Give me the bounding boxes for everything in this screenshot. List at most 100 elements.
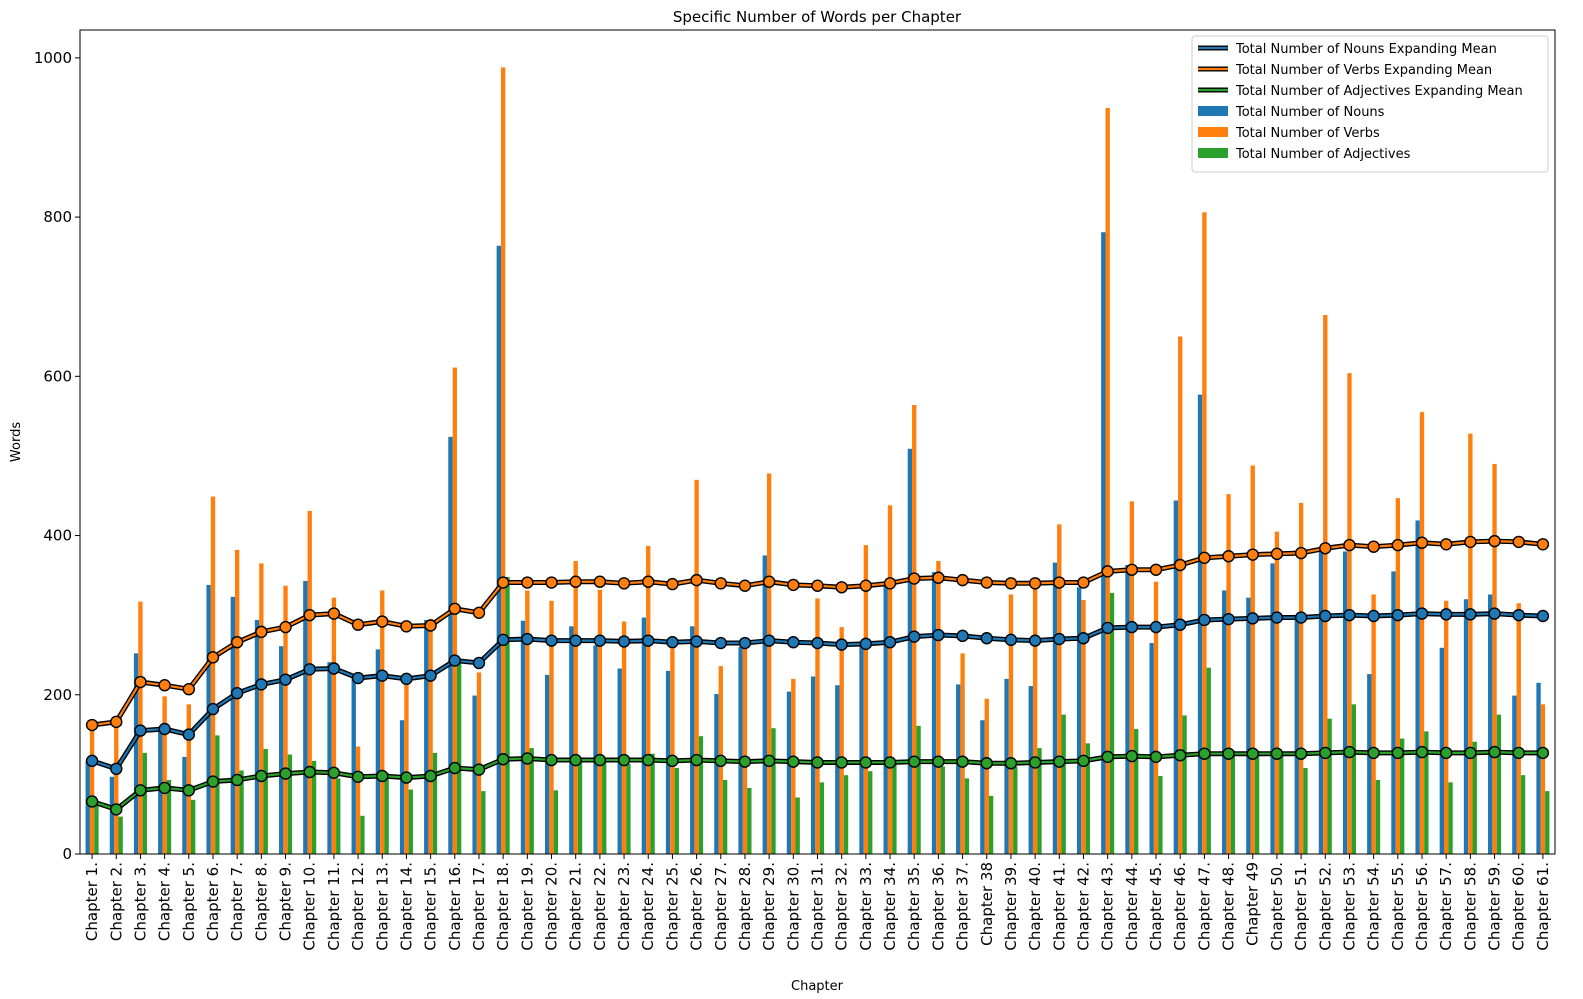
bar-1-13 [375,649,381,854]
mean-point-1-45 [1149,620,1163,634]
x-tick-label-20: Chapter 20. [543,862,561,951]
mean-point-3-52 [1319,746,1332,760]
bar-1-2 [109,776,115,854]
bar-2-4 [162,696,167,854]
bar-3-17 [481,791,486,854]
y-axis-title: Words [9,422,24,462]
bar-2-39 [1008,594,1014,854]
bar-1-37 [956,684,961,854]
mean-point-2-32 [835,581,848,594]
bar-3-5 [190,799,196,854]
mean-point-3-45 [1149,750,1163,764]
bar-1-60 [1512,695,1517,854]
bar-2-58 [1468,433,1473,854]
mean-point-2-60 [1512,535,1525,549]
bar-2-56 [1419,412,1425,854]
bar-2-57 [1444,600,1449,854]
bar-3-57 [1448,782,1453,854]
legend-label-3: Total Number of Adjectives Expanding Mea… [1235,84,1523,99]
mean-point-2-31 [811,579,824,592]
mean-point-3-23 [617,753,631,767]
bar-1-48 [1222,590,1227,854]
mean-point-2-58 [1464,535,1477,549]
mean-point-2-29 [762,575,776,588]
chart-title: Specific Number of Words per Chapter [673,8,962,26]
bar-2-19 [525,590,530,854]
bar-3-37 [964,778,970,854]
x-tick-label-30: Chapter 30. [784,862,802,951]
x-tick-label-25: Chapter 25. [663,862,681,951]
mean-point-1-24 [642,634,655,647]
x-tick-label-54: Chapter 54. [1365,862,1383,951]
bar-2-33 [863,545,869,854]
x-tick-label-5: Chapter 5. [180,862,198,941]
bar-3-54 [1375,779,1381,854]
y-tick-label-6: 1000 [34,49,72,67]
bar-3-43 [1109,592,1115,854]
bar-2-24 [646,545,651,854]
x-tick-label-16: Chapter 16. [446,862,464,951]
mean-point-3-34 [883,756,897,769]
mean-point-3-16 [448,761,461,775]
mean-point-2-51 [1294,546,1308,560]
legend-label-5: Total Number of Verbs [1235,126,1380,141]
bar-2-25 [670,648,675,854]
mean-point-1-40 [1028,634,1042,647]
bar-1-17 [472,695,477,854]
mean-point-3-22 [593,753,607,767]
x-tick-label-56: Chapter 56. [1413,862,1431,951]
mean-point-3-30 [787,755,800,768]
bar-3-58 [1472,741,1477,854]
mean-point-1-3 [134,724,147,737]
legend-label-1: Total Number of Nouns Expanding Mean [1235,42,1497,57]
mean-point-1-46 [1173,618,1187,631]
mean-point-2-37 [956,573,969,587]
bar-3-22 [602,760,607,854]
bar-1-18 [496,245,501,854]
bar-3-59 [1496,714,1502,854]
bar-2-43 [1105,108,1110,854]
mean-point-3-42 [1077,754,1090,768]
mean-point-2-36 [932,571,945,584]
mean-point-3-58 [1464,746,1477,760]
mean-point-3-14 [400,771,413,784]
mean-point-3-7 [230,773,244,787]
bar-2-44 [1129,501,1135,854]
bar-2-8 [259,563,264,854]
mean-point-1-19 [521,632,534,646]
mean-point-1-55 [1391,608,1405,622]
mean-point-2-47 [1198,551,1211,565]
mean-point-2-2 [110,715,123,729]
bar-2-45 [1153,581,1159,854]
x-tick-label-6: Chapter 6. [204,862,222,941]
mean-point-3-55 [1391,746,1405,760]
mean-point-1-36 [932,628,945,642]
bar-2-11 [331,597,337,854]
mean-point-3-13 [376,769,389,783]
bar-3-49 [1254,750,1260,854]
mean-point-3-1 [85,795,99,808]
mean-point-2-44 [1125,563,1139,576]
x-tick-label-31: Chapter 31. [809,862,827,951]
bar-3-36 [940,766,945,854]
plot-area: 0 200 400 600 800 1000 Chapter 1. Chapter 2. Cha… [34,29,1556,951]
mean-point-3-31 [811,756,824,769]
mean-point-2-6 [206,651,220,664]
x-tick-label-32: Chapter 32. [833,862,851,951]
bar-3-40 [1037,748,1042,854]
bar-3-46 [1182,715,1187,854]
bar-2-41 [1057,524,1062,854]
mean-point-2-56 [1415,536,1429,549]
x-tick-label-19: Chapter 19. [518,862,536,951]
bar-3-23 [626,764,631,854]
mean-point-3-11 [327,766,341,779]
bar-1-30 [786,691,792,854]
x-tick-label-44: Chapter 44. [1123,862,1141,951]
bar-2-36 [936,561,941,854]
mean-point-2-4 [158,679,171,692]
legend-label-4: Total Number of Nouns [1235,105,1385,120]
mean-point-2-14 [400,620,413,633]
x-tick-label-8: Chapter 8. [252,862,270,941]
mean-point-3-51 [1294,747,1308,760]
bar-3-56 [1424,731,1429,854]
